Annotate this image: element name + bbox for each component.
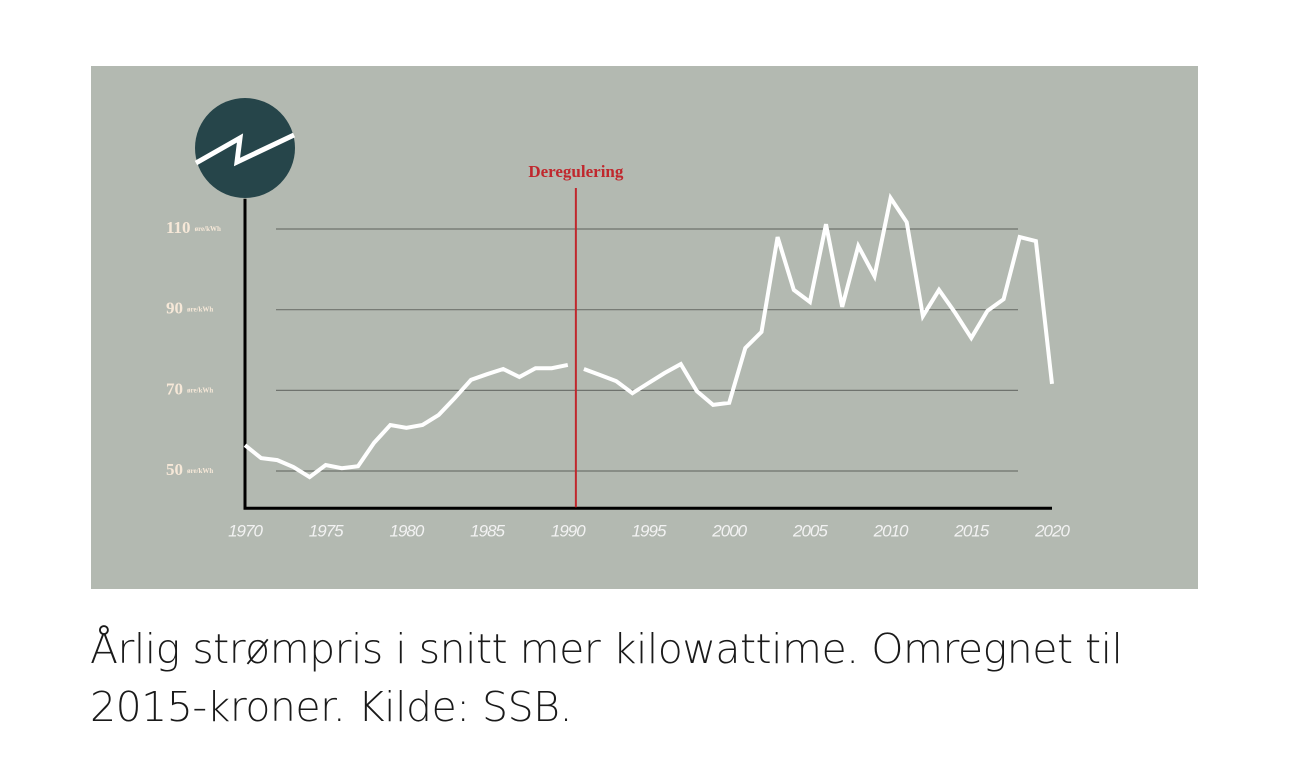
y-tick-label: 110 øre/kWh <box>166 218 221 237</box>
x-tick-label: 1975 <box>309 521 344 540</box>
x-tick-label: 1995 <box>632 521 667 540</box>
chart: 50 øre/kWh 70 øre/kWh 90 øre/kWh 110 øre/kWh 197… <box>91 66 1198 589</box>
y-tick-label: 90 øre/kWh <box>166 299 213 318</box>
x-tick-label: 1980 <box>389 521 424 540</box>
y-tick-value: 50 <box>166 460 183 479</box>
y-tick-value: 70 <box>166 379 183 398</box>
x-tick-label: 1985 <box>470 521 505 540</box>
x-tick-label: 1990 <box>551 521 586 540</box>
x-tick-label: 2010 <box>873 521 909 540</box>
x-tick-label: 2005 <box>792 521 828 540</box>
x-tick-label: 2020 <box>1034 521 1070 540</box>
x-tick-label: 2015 <box>953 521 989 540</box>
y-tick-unit: øre/kWh <box>187 305 213 313</box>
x-tick-label: 1970 <box>228 521 263 540</box>
annotation-label: Deregulering <box>528 162 624 181</box>
y-tick-label: 70 øre/kWh <box>166 379 213 398</box>
price-line <box>583 192 1054 407</box>
y-tick-unit: øre/kWh <box>187 467 213 475</box>
y-tick-value: 90 <box>166 299 183 318</box>
price-line <box>243 362 569 480</box>
y-tick-unit: øre/kWh <box>195 225 221 233</box>
y-tick-unit: øre/kWh <box>187 386 213 394</box>
logo <box>194 98 296 198</box>
y-tick-label: 50 øre/kWh <box>166 460 213 479</box>
caption: Årlig strømpris i snitt mer kilowattime.… <box>90 625 1123 731</box>
x-tick-label: 2000 <box>711 521 747 540</box>
y-tick-value: 110 <box>166 218 191 237</box>
